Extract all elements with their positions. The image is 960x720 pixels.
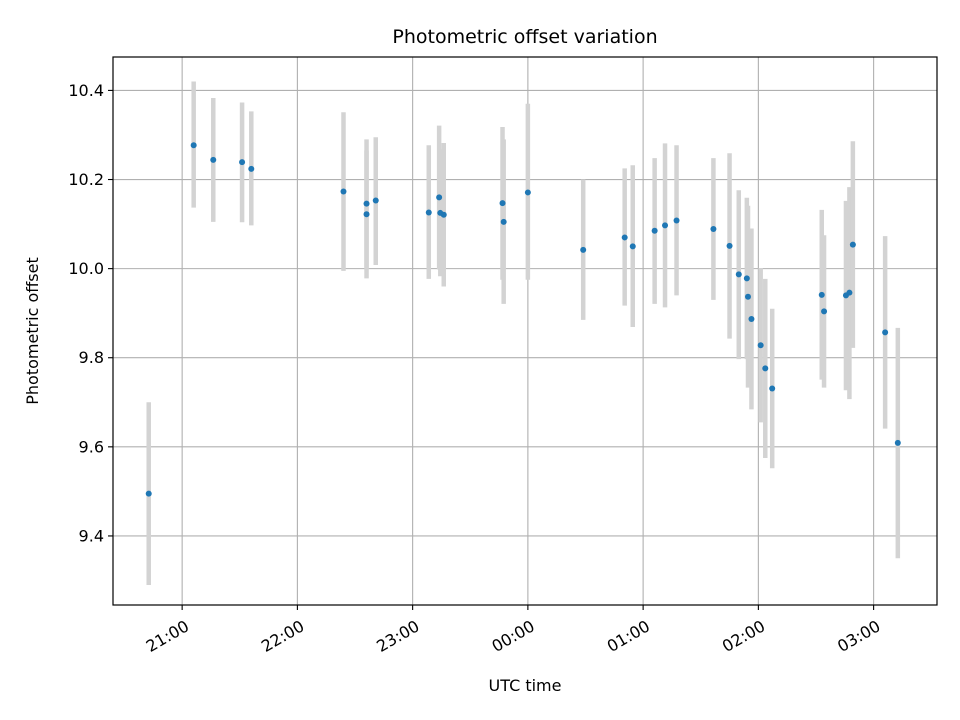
data-point xyxy=(190,142,197,149)
y-tick-label: 9.8 xyxy=(79,348,104,367)
data-point xyxy=(726,242,733,249)
data-point xyxy=(210,156,217,163)
data-point xyxy=(499,200,506,207)
data-point xyxy=(340,188,347,195)
data-point xyxy=(743,275,750,282)
y-tick-label: 10.0 xyxy=(68,259,104,278)
data-points xyxy=(145,142,901,497)
data-point xyxy=(500,218,507,225)
data-point xyxy=(239,159,246,166)
data-point xyxy=(710,225,717,232)
y-axis-title: Photometric offset xyxy=(23,257,42,405)
data-point xyxy=(363,211,370,218)
data-point xyxy=(894,439,901,446)
data-point xyxy=(849,241,856,248)
data-point xyxy=(882,329,889,336)
data-point xyxy=(748,315,755,322)
data-point xyxy=(440,211,447,218)
data-point xyxy=(662,222,669,229)
data-point xyxy=(580,246,587,253)
data-point xyxy=(651,227,658,234)
data-point xyxy=(372,197,379,204)
data-point xyxy=(818,291,825,298)
data-point xyxy=(673,217,680,224)
x-axis-title: UTC time xyxy=(489,676,562,695)
chart-title: Photometric offset variation xyxy=(392,26,657,48)
data-point xyxy=(629,243,636,250)
data-point xyxy=(248,165,255,172)
data-point xyxy=(757,342,764,349)
data-point xyxy=(425,209,432,216)
y-tick-label: 9.4 xyxy=(79,526,104,545)
y-tick-label: 9.6 xyxy=(79,437,104,456)
y-axis-ticks: 9.4 9.6 9.8 10.0 10.2 10.4 xyxy=(68,81,113,545)
data-point xyxy=(735,271,742,278)
data-point xyxy=(821,308,828,315)
data-point xyxy=(145,490,152,497)
data-point xyxy=(524,189,531,196)
plot-frame xyxy=(112,56,938,606)
data-point xyxy=(846,289,853,296)
data-point xyxy=(762,365,769,372)
data-point xyxy=(363,200,370,207)
data-point xyxy=(769,385,776,392)
y-tick-label: 10.2 xyxy=(68,170,104,189)
data-point xyxy=(621,234,628,241)
data-point xyxy=(744,293,751,300)
data-point xyxy=(436,194,443,201)
y-tick-label: 10.4 xyxy=(68,81,104,100)
